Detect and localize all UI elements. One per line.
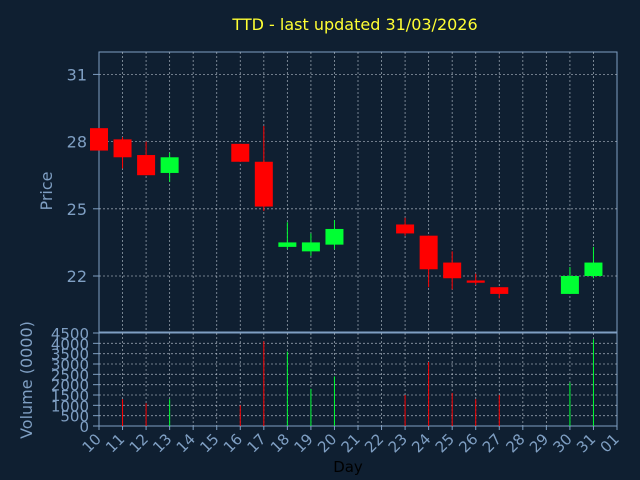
candle-body [231, 143, 250, 162]
volume-tick-label: 4500 [51, 325, 89, 343]
day-tick-label: 11 [102, 430, 128, 456]
day-tick-label: 18 [267, 430, 293, 456]
candle-body [160, 157, 179, 173]
volume-axis-label: Volume (0000) [17, 321, 36, 439]
candle-body [584, 262, 603, 276]
candle-body [443, 262, 462, 279]
candle-body [278, 242, 297, 247]
price-tick-label: 25 [67, 200, 87, 219]
price-panel: 22 25 28 31 [67, 51, 618, 333]
volume-tick-label: 4000 [51, 335, 89, 353]
candle-body [90, 128, 108, 151]
day-tick-label: 14 [173, 430, 199, 456]
candle-body [560, 276, 579, 294]
day-tick-label: 23 [385, 430, 411, 456]
day-axis-label: Day [333, 458, 363, 476]
candle-body [301, 242, 320, 252]
day-tick-label: 24 [408, 430, 434, 456]
candle-body [254, 161, 273, 207]
volume-tick-label: 2500 [51, 366, 89, 384]
volume-tick-label: 2000 [51, 377, 89, 395]
candle-body [137, 155, 156, 176]
day-tick-label: 26 [455, 430, 481, 456]
day-tick-label: 28 [502, 430, 528, 456]
day-tick-label: 30 [550, 430, 576, 456]
day-tick-label: 27 [479, 430, 505, 456]
day-tick-label: 29 [526, 430, 552, 456]
candle-body [396, 224, 415, 234]
volume-tick-label: 1000 [51, 397, 89, 415]
volume-tick-label: 3500 [51, 346, 89, 364]
day-tick-label: 22 [361, 430, 387, 456]
volume-panel: 0500100015002000250030003500400045001011… [51, 325, 623, 456]
day-tick-label: 16 [220, 430, 246, 456]
day-tick-label: 01 [597, 430, 623, 456]
price-tick-label: 22 [67, 267, 87, 286]
volume-tick-label: 1500 [51, 387, 89, 405]
day-tick-label: 19 [291, 430, 317, 456]
candle-body [113, 139, 132, 158]
volume-tick-label: 500 [60, 408, 89, 426]
chart-title: TTD - last updated 31/03/2026 [231, 15, 477, 34]
volume-tick-label: 0 [79, 418, 89, 436]
day-tick-label: 12 [126, 430, 152, 456]
day-tick-label: 31 [573, 430, 599, 456]
candle-body [325, 228, 344, 245]
volume-tick-label: 3000 [51, 356, 89, 374]
day-tick-label: 21 [338, 430, 364, 456]
day-tick-label: 17 [243, 430, 269, 456]
candle-body [419, 235, 438, 270]
day-tick-label: 13 [149, 430, 175, 456]
day-tick-label: 15 [196, 430, 222, 456]
candle-body [466, 280, 485, 283]
candle-body [490, 287, 509, 294]
day-tick-label: 25 [432, 430, 458, 456]
day-tick-label: 20 [314, 430, 340, 456]
price-tick-label: 31 [67, 65, 87, 84]
price-axis-label: Price [37, 171, 56, 210]
price-tick-label: 28 [67, 133, 87, 152]
